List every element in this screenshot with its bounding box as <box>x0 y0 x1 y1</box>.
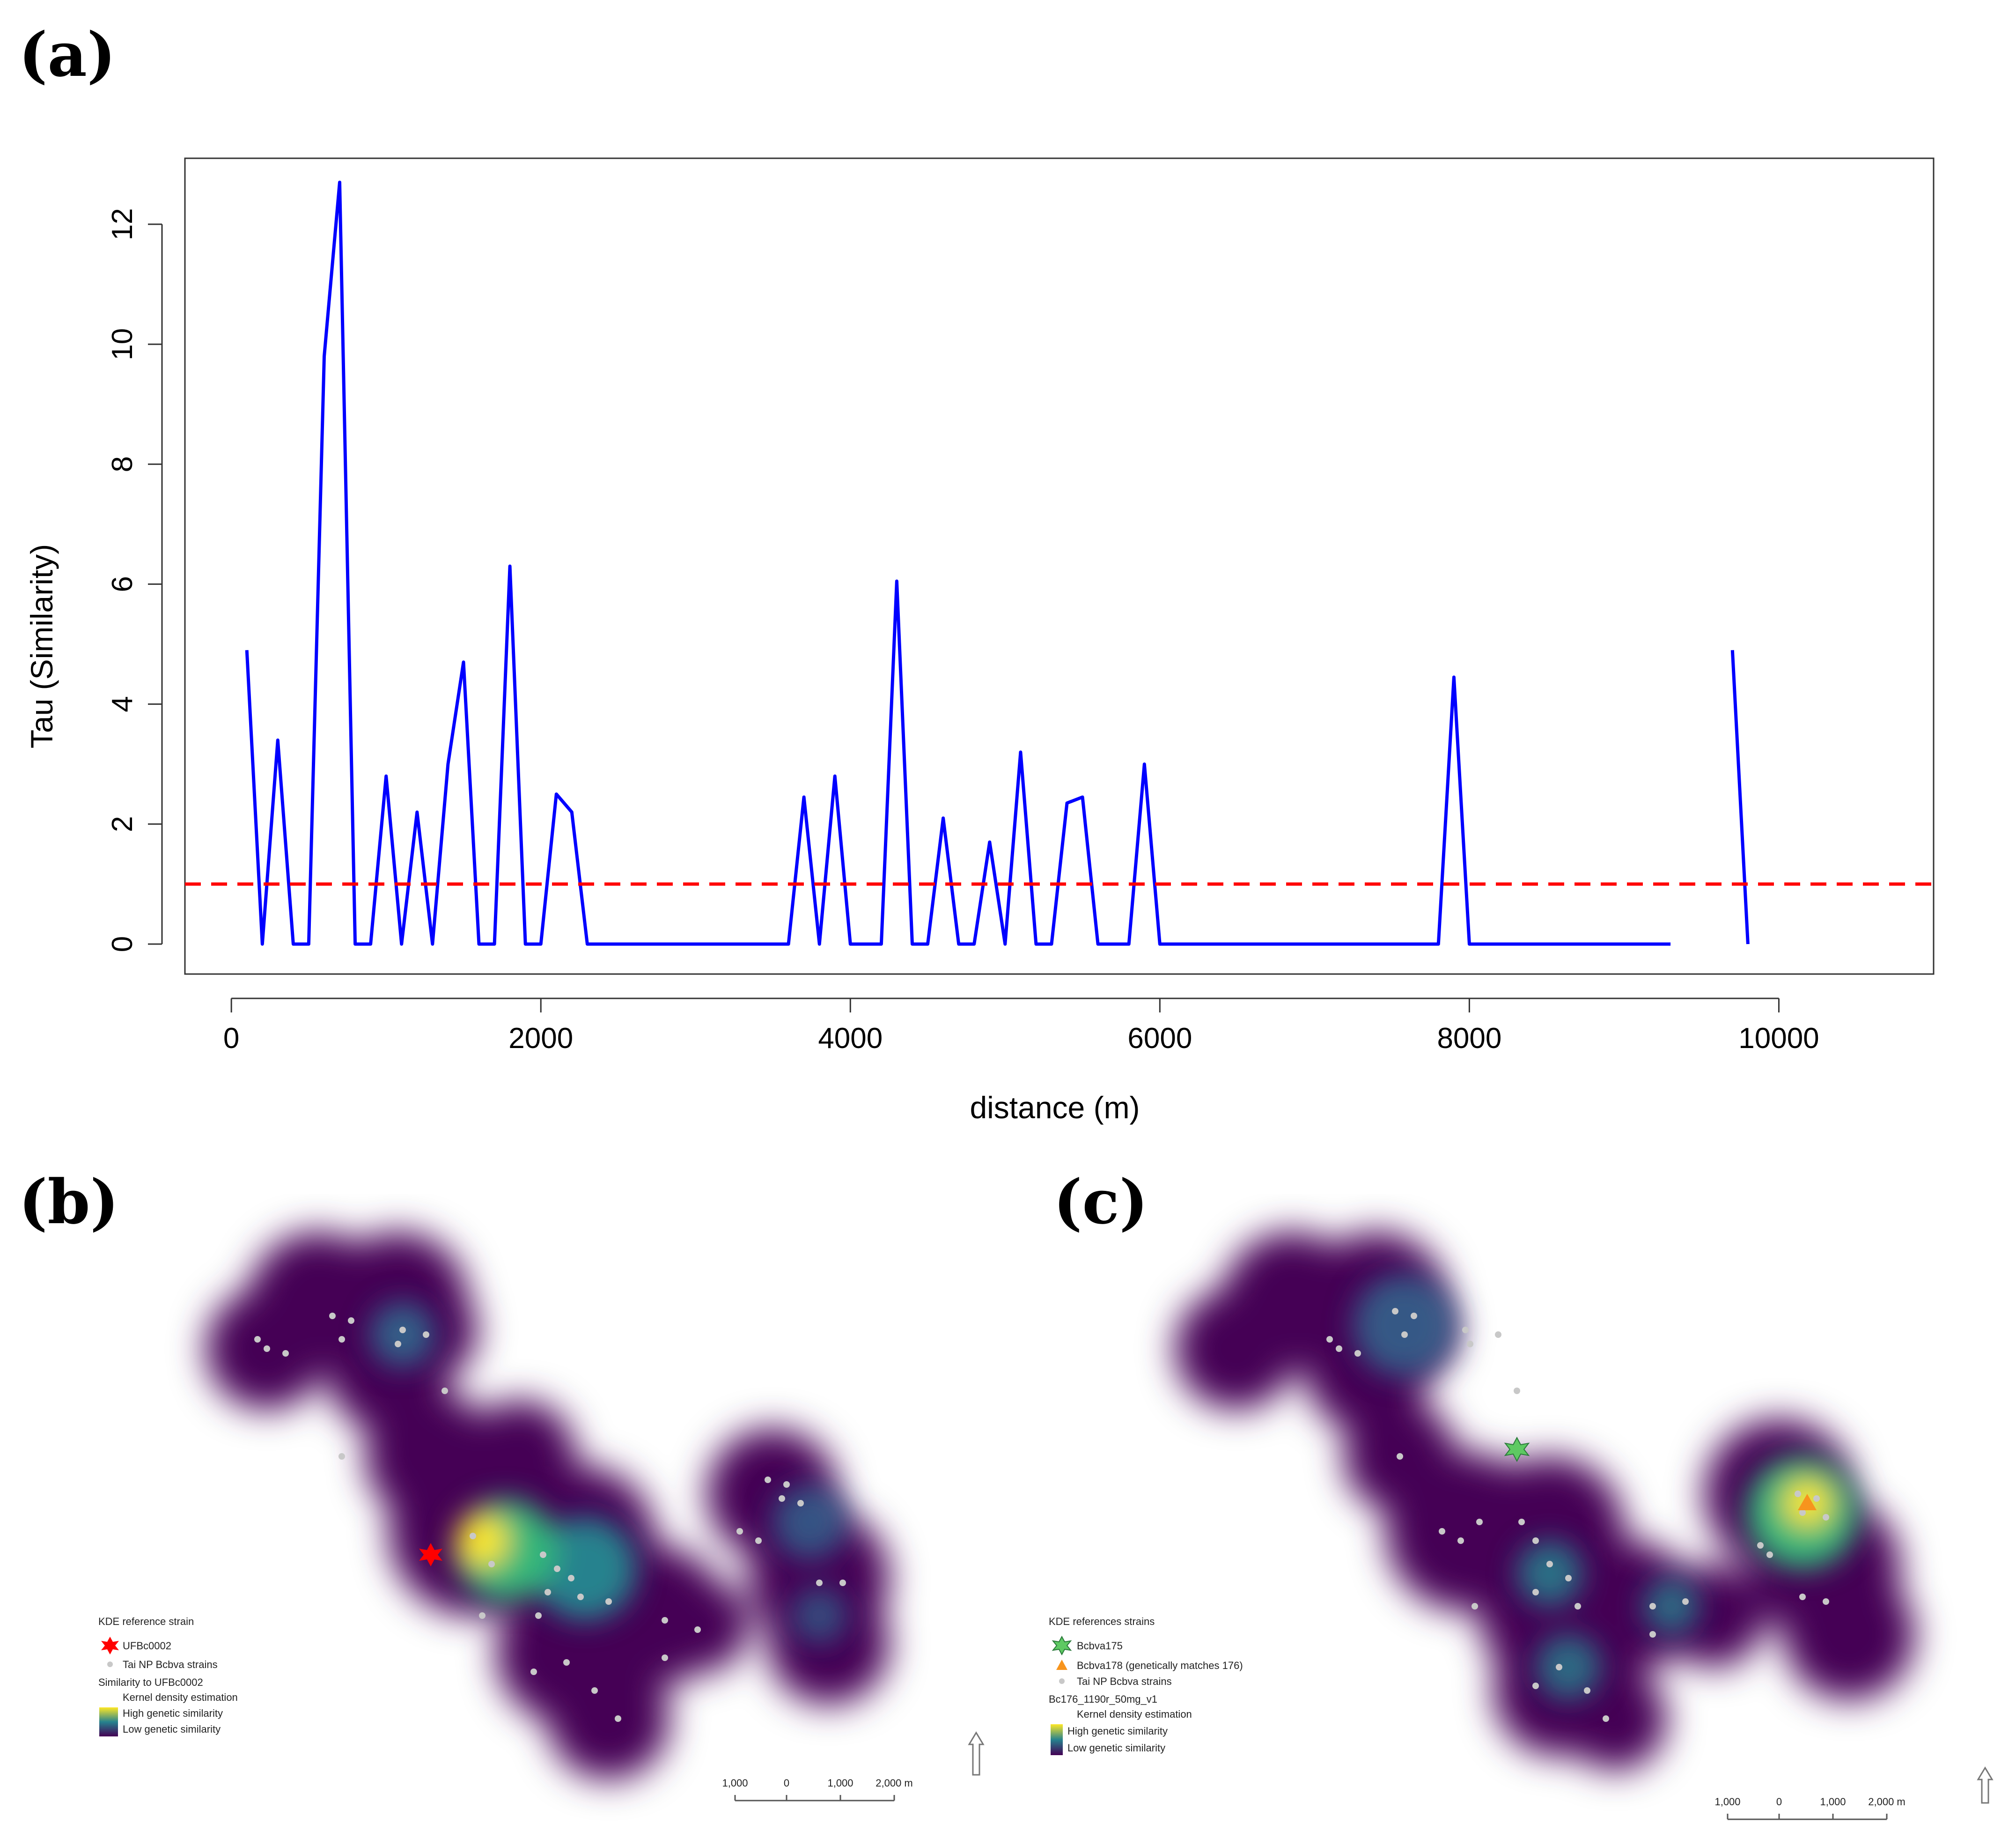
y-tick-label-6: 12 <box>106 208 139 240</box>
north-arrow-c <box>1977 1766 1994 1804</box>
scale-bar-b: 1,000 0 1,000 2,000 m <box>722 1777 913 1802</box>
legend-title-b: KDE reference strain <box>98 1616 194 1627</box>
scale-label-c-0: 1,000 <box>1714 1796 1740 1808</box>
legend-colorbar-b <box>99 1707 118 1736</box>
x-tick-label-2: 4000 <box>818 1022 883 1055</box>
plot-area <box>184 157 1935 975</box>
strain-points-c <box>1326 1308 1829 1722</box>
legend-points-b: Tai NP Bcbva strains <box>123 1659 218 1670</box>
legend-ref-strain-2-c: Bcbva178 (genetically matches 176) <box>1077 1660 1243 1671</box>
map-legend-c: KDE references strains Bcbva175 Bcbva178… <box>1049 1616 1243 1755</box>
legend-ref-strain-1-c: Bcbva175 <box>1077 1640 1123 1652</box>
series-line-tau-0 <box>245 180 1671 946</box>
scale-label-b-1: 0 <box>784 1777 789 1789</box>
y-tick-label-1: 2 <box>106 816 139 832</box>
legend-point-c <box>1059 1678 1065 1684</box>
legend-high-b: High genetic similarity <box>123 1707 223 1719</box>
north-arrow-b <box>968 1731 985 1776</box>
series-line-tau-1 <box>1730 650 1750 945</box>
legend-low-c: Low genetic similarity <box>1067 1742 1165 1754</box>
y-tick-label-2: 4 <box>106 696 139 712</box>
scale-label-c-1: 0 <box>1776 1796 1782 1808</box>
legend-ref-marker-1-c <box>1052 1635 1072 1656</box>
kde-map-b-svg: KDE reference strain UFBc0002 Tai NP Bcb… <box>98 1232 985 1802</box>
kde-map-b: KDE reference strain UFBc0002 Tai NP Bcb… <box>70 1194 1030 1840</box>
plot-frame <box>184 157 1935 975</box>
scale-label-b-0: 1,000 <box>722 1777 748 1789</box>
legend-points-c: Tai NP Bcbva strains <box>1077 1676 1172 1687</box>
legend-colorbar-c <box>1051 1724 1063 1755</box>
y-axis: 0 2 4 6 8 10 12 <box>106 208 163 952</box>
legend-ref-strain-b: UFBc0002 <box>123 1640 171 1652</box>
legend-high-c: High genetic similarity <box>1067 1725 1168 1737</box>
legend-point-b <box>107 1661 113 1667</box>
legend-layer-subtitle-c: Kernel density estimation <box>1077 1708 1192 1720</box>
legend-layer-title-b: Similarity to UFBc0002 <box>98 1676 203 1688</box>
y-tick-label-4: 8 <box>106 456 139 472</box>
x-tick-label-4: 8000 <box>1437 1022 1501 1055</box>
kde-map-c: KDE references strains Bcbva175 Bcbva178… <box>1030 1194 2016 1840</box>
x-tick-label-1: 2000 <box>508 1022 573 1055</box>
scale-bar-c: 1,000 0 1,000 2,000 m <box>1714 1796 1906 1820</box>
kde-map-c-svg: KDE references strains Bcbva175 Bcbva178… <box>1049 1232 1994 1820</box>
y-tick-label-0: 0 <box>106 936 139 952</box>
x-tick-label-3: 6000 <box>1127 1022 1192 1055</box>
chart-svg: 0 2000 4000 6000 8000 10000 0 2 4 6 8 10 12 distanc… <box>24 157 1935 1125</box>
series-lines <box>245 180 1750 946</box>
y-axis-label: Tau (Similarity) <box>24 544 59 748</box>
scale-label-c-3: 2,000 m <box>1868 1796 1906 1808</box>
x-axis: 0 2000 4000 6000 8000 10000 <box>223 997 1819 1055</box>
panel-label-a: (a) <box>19 19 116 90</box>
scale-label-b-2: 1,000 <box>827 1777 853 1789</box>
legend-layer-subtitle-b: Kernel density estimation <box>123 1691 238 1703</box>
ref-strain-marker-b <box>419 1543 442 1566</box>
ref-strain-markers-c <box>1504 1436 1817 1510</box>
legend-ref-marker-2-c <box>1056 1660 1067 1670</box>
strain-points-b <box>254 1313 846 1722</box>
tau-line-chart: 0 2000 4000 6000 8000 10000 0 2 4 6 8 10 12 distanc… <box>23 140 2016 1180</box>
y-tick-label-3: 6 <box>106 576 139 592</box>
map-legend-b: KDE reference strain UFBc0002 Tai NP Bcb… <box>98 1616 238 1736</box>
y-tick-label-5: 10 <box>106 328 139 361</box>
scale-label-b-3: 2,000 m <box>876 1777 913 1789</box>
x-tick-label-5: 10000 <box>1738 1022 1819 1055</box>
legend-title-c: KDE references strains <box>1049 1616 1155 1627</box>
legend-low-b: Low genetic similarity <box>123 1723 221 1735</box>
legend-layer-title-c: Bc176_1190r_50mg_v1 <box>1049 1693 1157 1705</box>
x-axis-label: distance (m) <box>970 1090 1140 1125</box>
panel-label-b: (b) <box>19 1166 119 1238</box>
x-tick-label-0: 0 <box>223 1022 239 1055</box>
kde-hotspots-b <box>370 1302 847 1644</box>
legend-ref-marker-b <box>101 1637 119 1654</box>
scale-label-c-2: 1,000 <box>1820 1796 1846 1808</box>
panel-label-c: (c) <box>1053 1166 1148 1238</box>
